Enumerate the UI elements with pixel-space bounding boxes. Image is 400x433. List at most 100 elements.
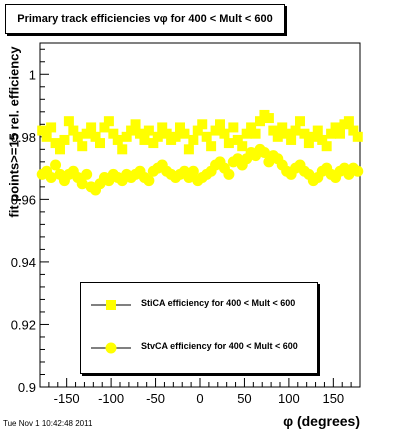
data-point-s0 <box>50 138 61 149</box>
data-point-s0 <box>286 134 297 145</box>
data-point-s0 <box>117 144 128 155</box>
data-point-s0 <box>148 138 159 149</box>
x-tick-label: 0 <box>196 391 203 406</box>
data-point-s0 <box>130 119 141 130</box>
data-point-s0 <box>299 128 310 139</box>
data-point-s0 <box>143 125 154 136</box>
legend-label-stica: StiCA efficiency for 400 < Mult < 600 <box>141 298 296 308</box>
data-point-s0 <box>63 116 74 127</box>
data-point-s0 <box>37 125 48 136</box>
data-point-s0 <box>103 116 114 127</box>
chart-title-box: Primary track efficiencies vφ for 400 < … <box>5 4 285 34</box>
chart-title: Primary track efficiencies vφ for 400 < … <box>17 13 273 25</box>
data-point-s0 <box>90 131 101 142</box>
data-point-s0 <box>335 128 345 139</box>
data-point-s0 <box>77 141 88 152</box>
data-point-s0 <box>86 122 97 133</box>
data-point-s0 <box>95 138 105 149</box>
data-point-s0 <box>192 125 203 136</box>
data-point-s0 <box>215 119 225 130</box>
data-point-s0 <box>263 113 274 124</box>
data-point-s0 <box>281 128 292 139</box>
legend: StiCA efficiency for 400 < Mult < 600 St… <box>80 282 318 374</box>
y-tick-label: 0.98 <box>11 130 36 145</box>
data-point-s1 <box>352 165 364 177</box>
data-point-s0 <box>179 128 190 139</box>
data-point-s0 <box>223 138 234 149</box>
data-point-s0 <box>72 131 83 142</box>
data-point-s0 <box>317 134 328 145</box>
y-axis-label: fit points>=15 rel. efficiency <box>6 46 22 218</box>
y-tick-label: 0.92 <box>11 317 36 332</box>
data-point-s0 <box>255 116 265 127</box>
x-tick-label: -50 <box>146 391 165 406</box>
data-point-s1 <box>76 178 88 190</box>
data-point-s1 <box>143 175 155 187</box>
data-point-s1 <box>50 159 62 171</box>
x-axis-label: φ (degrees) <box>283 413 360 429</box>
legend-label-stvca: StvCA efficiency for 400 < Mult < 600 <box>141 341 298 351</box>
data-point-s0 <box>183 144 194 155</box>
data-point-s0 <box>157 122 168 133</box>
data-point-s0 <box>219 128 230 139</box>
data-point-s0 <box>68 125 79 136</box>
data-point-s0 <box>250 128 261 139</box>
data-point-s0 <box>161 128 172 139</box>
data-point-s0 <box>295 116 305 127</box>
data-point-s0 <box>99 122 110 133</box>
data-point-s0 <box>348 125 359 136</box>
data-point-s0 <box>121 131 132 142</box>
data-point-s0 <box>59 134 70 145</box>
data-point-s0 <box>175 122 185 133</box>
x-tick-label: 100 <box>278 391 300 406</box>
data-point-s1 <box>258 146 270 158</box>
data-point-s0 <box>197 119 208 130</box>
data-point-s0 <box>352 131 363 142</box>
data-point-s0 <box>46 122 57 133</box>
x-tick-label: 150 <box>322 391 344 406</box>
data-point-s0 <box>152 131 163 142</box>
legend-marker-square <box>91 300 131 310</box>
data-point-s0 <box>228 122 239 133</box>
data-point-s0 <box>126 125 137 136</box>
data-point-s1 <box>223 168 235 180</box>
data-point-s0 <box>321 141 332 152</box>
data-point-s0 <box>170 131 181 142</box>
axes-layer: -150 -100 -50 0 50 100 150 0.9 0.92 0.94 0.96 0.98 1 <box>11 48 361 406</box>
data-point-s0 <box>290 125 301 136</box>
data-point-s0 <box>268 125 279 136</box>
data-point-s0 <box>312 125 323 136</box>
y-tick-label: 1 <box>29 67 36 82</box>
series-layer <box>36 109 364 196</box>
data-point-s0 <box>330 122 341 133</box>
x-tick-label: 50 <box>237 391 251 406</box>
data-point-s0 <box>135 128 145 139</box>
data-point-s0 <box>237 141 248 152</box>
legend-marker-circle <box>91 342 131 354</box>
data-point-s0 <box>232 134 243 145</box>
data-point-s0 <box>55 144 65 155</box>
data-point-s0 <box>206 141 217 152</box>
data-point-s0 <box>112 134 123 145</box>
legend-entry-stica: StiCA efficiency for 400 < Mult < 600 <box>81 295 317 315</box>
data-point-s0 <box>343 116 354 127</box>
data-point-s0 <box>241 128 252 139</box>
data-point-s0 <box>188 134 199 145</box>
y-tick-label: 0.9 <box>18 380 36 395</box>
data-point-s0 <box>272 131 283 142</box>
data-point-s1 <box>187 165 199 177</box>
y-tick-label: 0.96 <box>11 192 36 207</box>
data-point-s1 <box>81 168 93 180</box>
data-point-s0 <box>41 131 52 142</box>
timestamp: Tue Nov 1 10:42:48 2011 <box>3 419 93 428</box>
data-point-s0 <box>201 131 212 142</box>
data-point-s0 <box>277 122 288 133</box>
data-point-s1 <box>45 171 57 183</box>
legend-entry-stvca: StvCA efficiency for 400 < Mult < 600 <box>81 338 317 358</box>
x-tick-label: -100 <box>98 391 124 406</box>
data-point-s0 <box>308 131 319 142</box>
data-point-s0 <box>246 122 257 133</box>
data-point-s0 <box>108 128 119 139</box>
data-point-s0 <box>139 134 150 145</box>
x-tick-label: -150 <box>54 391 80 406</box>
